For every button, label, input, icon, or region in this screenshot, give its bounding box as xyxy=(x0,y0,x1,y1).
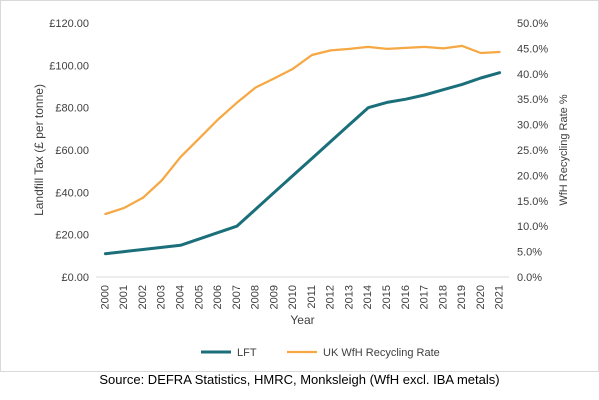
y2-tick-label: 0.0% xyxy=(517,272,542,284)
x-tick-label: 2002 xyxy=(137,285,149,309)
legend-label: UK WfH Recycling Rate xyxy=(323,347,440,359)
source-note: Source: DEFRA Statistics, HMRC, Monkslei… xyxy=(99,372,500,387)
x-tick-label: 2001 xyxy=(118,285,130,309)
x-tick-label: 2021 xyxy=(494,285,506,309)
x-tick-label: 2019 xyxy=(456,285,468,309)
y-tick-label: £0.00 xyxy=(61,272,89,284)
chart-container: £0.00 £20.00 £40.00 £60.00 £80.00 £100.00 £120… xyxy=(0,0,599,372)
x-tick-label: 2000 xyxy=(99,285,111,309)
y2-tick-label: 35.0% xyxy=(517,94,548,106)
y2-tick-label: 40.0% xyxy=(517,69,548,81)
x-tick-label: 2018 xyxy=(437,285,449,309)
y2-tick-label: 5.0% xyxy=(517,247,542,259)
x-tick-label: 2020 xyxy=(475,285,487,309)
x-axis-title: Year xyxy=(290,313,314,327)
x-tick-label: 2003 xyxy=(156,285,168,309)
y2-tick-label: 10.0% xyxy=(517,221,548,233)
y2-axis-title: WfH Recycling Rate % xyxy=(558,94,570,205)
y2-tick-label: 30.0% xyxy=(517,120,548,132)
x-tick-label: 2015 xyxy=(381,285,393,309)
y2-tick-label: 25.0% xyxy=(517,145,548,157)
y-axis-title: Landfill Tax (£ per tonne) xyxy=(32,84,46,216)
x-tick-label: 2016 xyxy=(400,285,412,309)
x-tick-label: 2014 xyxy=(362,285,374,309)
x-tick-label: 2017 xyxy=(419,285,431,309)
series-line-recycling-rate xyxy=(104,44,501,216)
y2-tick-label: 50.0% xyxy=(517,18,548,30)
x-tick-label: 2007 xyxy=(231,285,243,309)
x-tick-label: 2012 xyxy=(325,285,337,309)
x-tick-label: 2005 xyxy=(193,285,205,309)
x-tick-label: 2006 xyxy=(212,285,224,309)
x-tick-label: 2004 xyxy=(174,285,186,309)
x-tick-label: 2011 xyxy=(306,285,318,309)
y2-tick-label: 20.0% xyxy=(517,170,548,182)
y-tick-label: £20.00 xyxy=(55,230,89,242)
y-tick-label: £100.00 xyxy=(49,60,89,72)
x-tick-label: 2009 xyxy=(268,285,280,309)
y2-tick-label: 45.0% xyxy=(517,43,548,55)
x-tick-label: 2010 xyxy=(287,285,299,309)
y-tick-label: £120.00 xyxy=(49,18,89,30)
x-tick-label: 2013 xyxy=(343,285,355,309)
y-tick-label: £60.00 xyxy=(55,145,89,157)
y-tick-label: £80.00 xyxy=(55,103,89,115)
y2-tick-label: 15.0% xyxy=(517,196,548,208)
series-line-lft xyxy=(103,71,502,256)
x-tick-label: 2008 xyxy=(250,285,262,309)
line-chart: £0.00 £20.00 £40.00 £60.00 £80.00 £100.00 £120… xyxy=(32,18,570,359)
legend-label: LFT xyxy=(237,347,257,359)
y-tick-label: £40.00 xyxy=(55,187,89,199)
